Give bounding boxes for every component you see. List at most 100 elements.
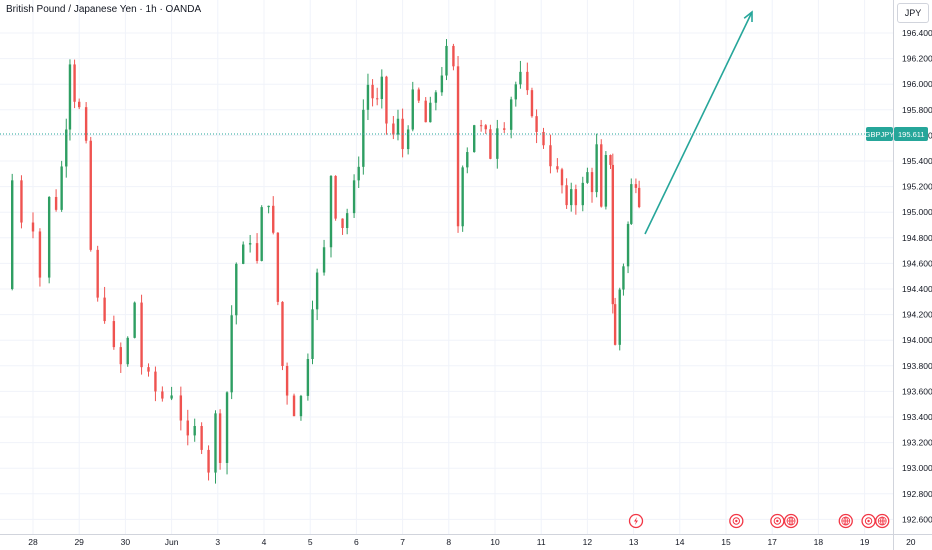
price-tick-label: 196.200: [902, 54, 932, 64]
candle-body: [161, 391, 164, 399]
candle-body: [334, 175, 337, 219]
price-tick-label: 193.600: [902, 386, 932, 396]
price-tick-label: 194.000: [902, 335, 932, 345]
time-tick-label: Jun: [165, 537, 179, 547]
candle-body: [560, 169, 564, 186]
time-tick-label: 5: [308, 537, 313, 547]
candle-body: [230, 315, 233, 393]
time-tick-label: 20: [906, 537, 916, 547]
candle-body: [375, 98, 379, 100]
candle-body: [590, 172, 594, 193]
last-price-badge: [894, 126, 928, 141]
candle-body: [535, 116, 538, 132]
candle-body: [103, 297, 106, 322]
candle-body: [65, 129, 68, 167]
time-tick-label: 28: [28, 537, 38, 547]
candle-body: [311, 309, 314, 360]
candle-body: [235, 263, 238, 316]
candle-body: [473, 125, 476, 153]
candle-body: [200, 426, 203, 450]
candle-body: [357, 166, 360, 181]
price-tick-label: 194.800: [902, 233, 932, 243]
price-tick-label: 195.800: [902, 105, 932, 115]
lightning-icon[interactable]: [628, 513, 644, 529]
candle-body: [429, 102, 432, 123]
candle-body: [248, 243, 252, 245]
candle-body: [452, 45, 455, 67]
candle-body: [267, 205, 270, 208]
globe-icon[interactable]: [875, 513, 890, 529]
symbol-badge: [866, 126, 893, 141]
candle-body: [556, 166, 559, 170]
candle-body: [466, 152, 469, 168]
price-tick-label: 194.200: [902, 310, 932, 320]
candle-body: [242, 244, 245, 264]
candle-body: [595, 144, 598, 193]
candle-body: [255, 243, 259, 261]
candle-body: [634, 184, 638, 188]
candle-body: [509, 99, 513, 130]
candle-body: [574, 189, 578, 206]
time-tick-label: 17: [767, 537, 777, 547]
candlestick-series: [11, 39, 641, 484]
candle-body: [618, 289, 621, 345]
candle-body: [392, 123, 395, 135]
price-tick-label: 195.200: [902, 182, 932, 192]
price-tick-label: 194.400: [902, 284, 932, 294]
forecast-arrow-head: [743, 10, 753, 23]
candle-body: [96, 249, 99, 298]
candle-body: [322, 247, 326, 273]
time-tick-label: 14: [675, 537, 685, 547]
candle-body: [170, 395, 173, 399]
candle-body: [479, 125, 483, 127]
candle-body: [565, 185, 568, 206]
price-tick-label: 192.800: [902, 489, 932, 499]
target-icon[interactable]: [729, 513, 744, 529]
candle-body: [461, 167, 464, 227]
candle-body: [276, 232, 280, 302]
price-axis-panel[interactable]: [893, 0, 932, 550]
candle-body: [622, 266, 625, 290]
candle-body: [292, 395, 296, 417]
candle-body: [385, 76, 388, 124]
price-tick-label: 193.400: [902, 412, 932, 422]
candle-body: [581, 182, 584, 206]
price-tick-label: 193.200: [902, 438, 932, 448]
candle-body: [112, 321, 116, 348]
time-tick-label: 12: [583, 537, 593, 547]
globe-icon[interactable]: [783, 513, 799, 529]
candle-body: [530, 90, 534, 117]
globe-icon[interactable]: [838, 513, 853, 529]
candle-body: [281, 301, 284, 366]
candle-body: [89, 140, 92, 250]
candle-body: [352, 180, 356, 214]
candle-body: [315, 272, 319, 310]
target-icon[interactable]: [861, 513, 876, 529]
candle-body: [285, 365, 289, 396]
price-tick-label: 193.800: [902, 361, 932, 371]
price-tick-label: 193.000: [902, 463, 932, 473]
candle-body: [73, 64, 76, 102]
candle-body: [366, 84, 370, 110]
price-tick-label: 195.000: [902, 207, 932, 217]
candle-body: [133, 302, 136, 338]
candle-body: [140, 302, 143, 368]
candle-body: [47, 196, 51, 278]
target-icon[interactable]: [770, 513, 785, 529]
candle-body: [586, 172, 589, 183]
time-tick-label: 6: [354, 537, 359, 547]
currency-label[interactable]: JPY: [897, 3, 929, 23]
candle-body: [68, 64, 72, 130]
candle-body: [11, 180, 14, 289]
candle-body: [380, 76, 384, 99]
candle-body: [60, 166, 63, 210]
candle-body: [613, 304, 617, 345]
candle-body: [299, 395, 303, 417]
symbol-title: British Pound / Japanese Yen · 1h · OAND…: [6, 4, 202, 15]
candle-body: [272, 205, 275, 233]
forecast-arrow-line[interactable]: [644, 11, 753, 235]
candle-body: [179, 395, 183, 421]
candle-body: [637, 187, 641, 208]
